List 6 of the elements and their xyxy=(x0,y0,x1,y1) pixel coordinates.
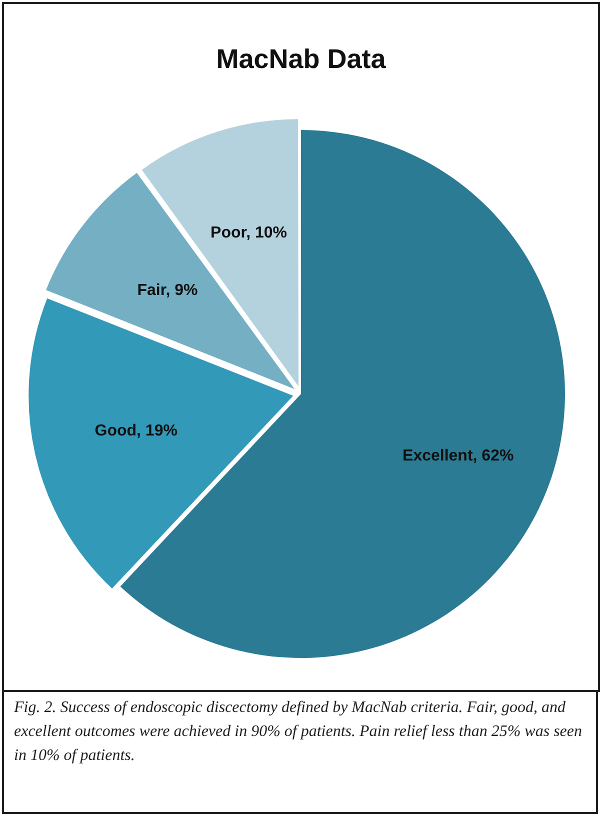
chart-title: MacNab Data xyxy=(215,44,387,75)
caption: Fig. 2. Success of endoscopic discectomy defined by MacNab criteria. Fair, good, and excellent outcomes were achieved in 90% of patients. Pain relief less than 25% was seen in 10% of patients. xyxy=(2,690,598,814)
slice-label: Excellent, 62% xyxy=(402,448,514,465)
slice-label: Good, 19% xyxy=(94,422,178,440)
slice-label: Fair, 9% xyxy=(137,282,198,299)
slice-label: Poor, 10% xyxy=(210,224,288,242)
